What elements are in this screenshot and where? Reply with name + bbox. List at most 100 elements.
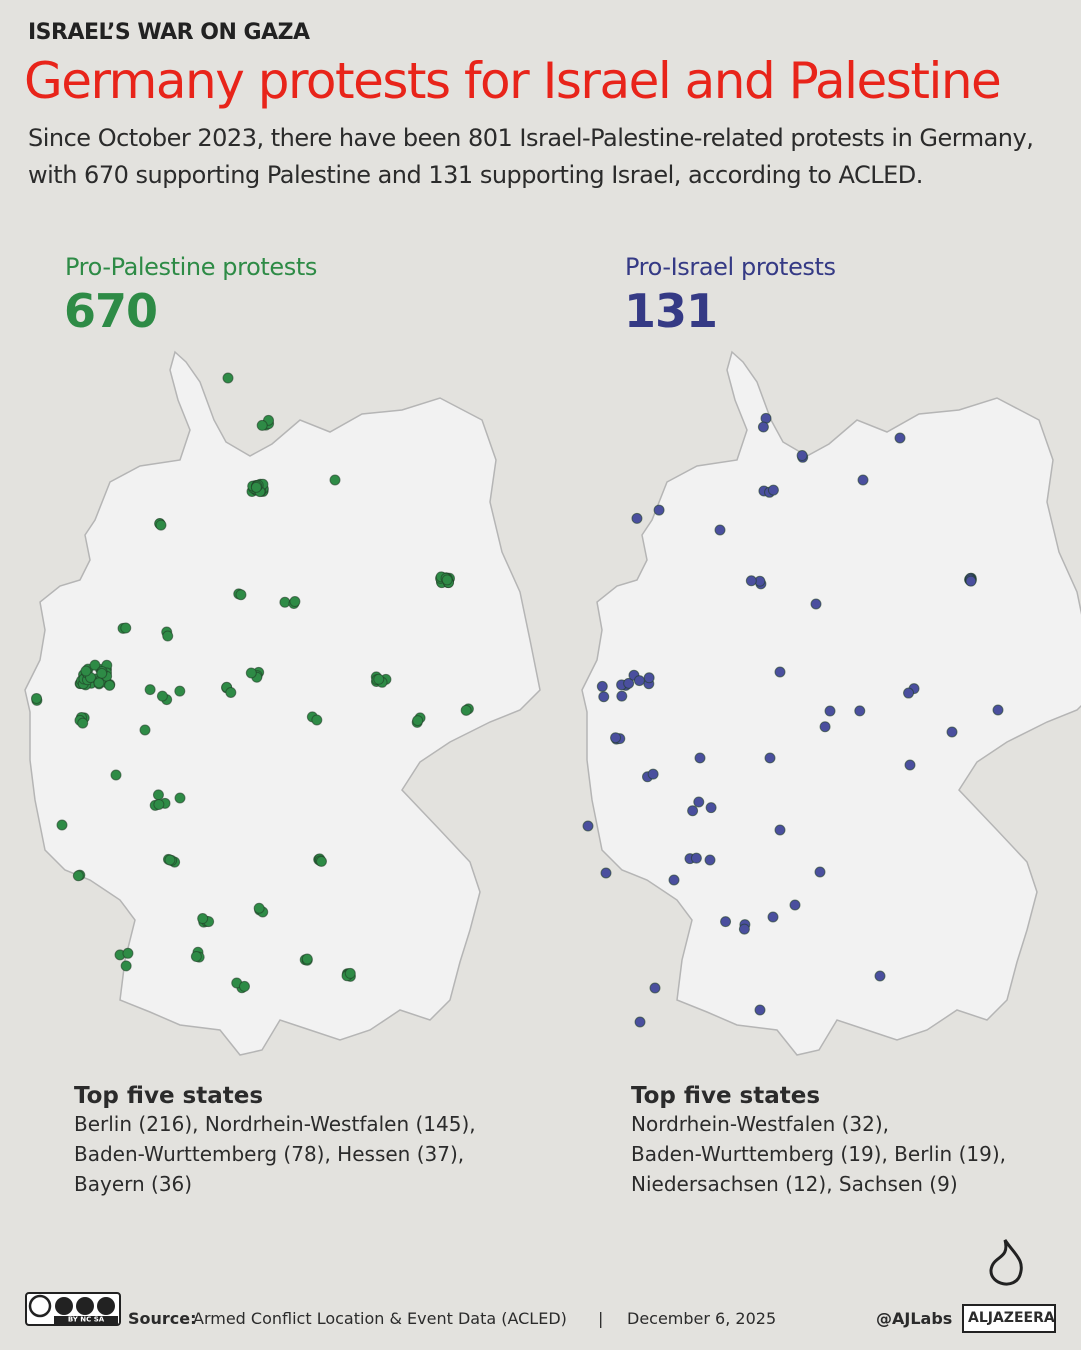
protest-dot [301, 953, 313, 965]
protest-dot [56, 819, 68, 831]
protest-dot [904, 759, 916, 771]
protest-dot [122, 947, 134, 959]
protest-dot [31, 692, 43, 704]
germany-map [581, 351, 1081, 1056]
protest-dot [460, 704, 472, 716]
protest-dot [694, 752, 706, 764]
protest-dot [598, 691, 610, 703]
protest-dot [754, 1004, 766, 1016]
top-states: Top five states Berlin (216), Nordrhein-… [74, 1083, 476, 1199]
license-text: BY NC SA [68, 1316, 105, 1324]
top-states: Top five states Nordrhein-Westfalen (32)… [631, 1083, 1006, 1199]
protest-dot [222, 372, 234, 384]
source: Armed Conflict Location & Event Data (AC… [193, 1309, 567, 1328]
protest-dot [946, 726, 958, 738]
protest-dot [623, 677, 635, 689]
protest-dot [152, 789, 164, 801]
top-line: Baden-Wurttemberg (78), Hessen (37), [74, 1142, 465, 1166]
protest-dot [441, 574, 453, 586]
protest-dot [653, 504, 665, 516]
protest-dot [279, 596, 291, 608]
protest-dot [857, 474, 869, 486]
protest-dot [80, 665, 92, 677]
protest-dot [289, 596, 301, 608]
protest-dot [631, 512, 643, 524]
protest-dot [745, 575, 757, 587]
protest-dot [315, 855, 327, 867]
brand-box [962, 1304, 1056, 1333]
protest-dot [767, 911, 779, 923]
panel-label: Pro-Israel protests [625, 253, 836, 281]
protest-dot [238, 980, 250, 992]
subtitle-line: with 670 supporting Palestine and 131 su… [28, 161, 923, 189]
protest-dot [714, 524, 726, 536]
top-heading: Top five states [74, 1083, 264, 1109]
top-line: Bayern (36) [74, 1172, 193, 1196]
protest-dot [72, 870, 84, 882]
protest-dot [704, 854, 716, 866]
protest-dot [693, 796, 705, 808]
protest-dot [965, 575, 977, 587]
protest-dot [174, 685, 186, 697]
title: Germany protests for Israel and Palestin… [24, 52, 1002, 110]
protest-dot [767, 484, 779, 496]
top-heading: Top five states [631, 1083, 821, 1109]
top-line: Baden-Wurttemberg (19), Berlin (19), [631, 1142, 1006, 1166]
top-line: Nordrhein-Westfalen (32), [631, 1112, 890, 1136]
protest-dot [110, 769, 122, 781]
protest-dot [153, 798, 165, 810]
protest-dot [120, 960, 132, 972]
protest-dot [164, 854, 176, 866]
separator: | [598, 1309, 604, 1328]
protest-dot [190, 950, 202, 962]
protest-dot [250, 481, 262, 493]
protest-dot [894, 432, 906, 444]
protest-dot [144, 684, 156, 696]
subtitle: Since October 2023, there have been 801 … [28, 120, 1034, 194]
protest-dot [89, 659, 101, 671]
protest-dot [824, 705, 836, 717]
panel-count: 670 [64, 284, 158, 338]
protest-dot [253, 902, 265, 914]
protest-dot [412, 715, 424, 727]
footer: Source: Armed Conflict Location & Event … [0, 1290, 1081, 1340]
protest-dot [854, 705, 866, 717]
protest-dot [690, 852, 702, 864]
protest-dot [373, 673, 385, 685]
protest-dot [774, 824, 786, 836]
protest-dot [96, 667, 108, 679]
protest-dot [992, 704, 1004, 716]
protest-dot [104, 679, 116, 691]
protest-dot [903, 687, 915, 699]
protest-dot [814, 866, 826, 878]
protest-dot [610, 732, 622, 744]
protest-dot [344, 967, 356, 979]
protest-dot [634, 1016, 646, 1028]
protest-dot [738, 923, 750, 935]
protest-dot [235, 589, 247, 601]
protest-dot [120, 622, 132, 634]
top-line: Niedersachsen (12), Sachsen (9) [631, 1172, 958, 1196]
source-label: Source: [128, 1309, 197, 1328]
protest-dot [616, 690, 628, 702]
protest-dot [647, 768, 659, 780]
protest-dot [789, 899, 801, 911]
date: December 6, 2025 [627, 1309, 777, 1328]
protest-dot [256, 419, 268, 431]
protest-dot [582, 820, 594, 832]
protest-dot [225, 686, 237, 698]
cc-badge: BY NC SA [25, 1292, 121, 1326]
protest-dot [874, 970, 886, 982]
protest-dot [796, 450, 808, 462]
aljazeera-emblem [989, 1239, 1023, 1286]
germany-map [24, 351, 541, 1056]
protest-dot [155, 519, 167, 531]
protest-dot [162, 630, 174, 642]
panel-count: 131 [624, 284, 718, 338]
protest-dot [197, 913, 209, 925]
protest-dot [705, 802, 717, 814]
protest-dot [77, 717, 89, 729]
brand: ALJAZEERA [968, 1310, 1055, 1326]
